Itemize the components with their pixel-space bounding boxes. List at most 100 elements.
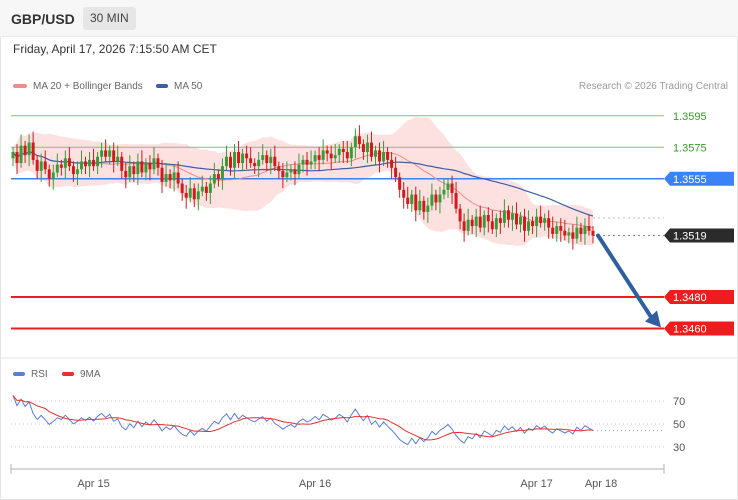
candle [567,227,571,244]
candle-body [478,216,482,228]
candle-body [253,163,257,167]
candle-body [128,166,132,178]
candle-body [180,183,184,193]
candle-body [140,161,144,173]
candle-body [233,152,237,168]
candle [523,208,527,242]
candle [535,208,539,238]
candle [257,152,261,178]
candle [261,144,265,165]
candle-body [494,218,498,230]
candle [265,150,269,171]
candle [357,125,361,149]
candle-body [365,142,369,152]
candle [458,204,462,230]
candle [494,213,498,238]
candle [237,140,241,168]
candle-body [112,150,116,162]
candle [180,178,184,201]
candle-body [410,194,414,204]
candle [289,164,293,181]
level-label-1-3555: 1.3555 [673,174,707,186]
candle [55,153,59,178]
candle-body [446,183,450,190]
candle [547,210,551,239]
candle-body [466,219,470,231]
level-label-1-3460: 1.3460 [673,323,707,335]
candle [112,142,116,173]
candle-body [422,200,426,212]
candle-body [229,156,232,168]
candle [100,142,104,168]
candle-body [357,136,361,145]
candle-body [224,156,228,167]
candle-body [543,218,547,223]
candle-body [237,152,241,164]
candle-body [434,194,438,203]
candle-body [539,216,543,223]
candle [128,155,132,182]
candle-body [176,172,180,184]
candle-body [305,159,309,165]
candle-body [84,161,87,167]
candle-body [474,216,478,227]
candle-body [104,150,108,157]
legend-rsi: RSI [13,369,48,380]
candle-body [19,145,23,164]
top-bar: GBP/USD 30 MIN [0,0,738,37]
candle [506,205,510,228]
forecast-arrow-shaft [596,233,654,321]
candle [559,218,563,242]
level-label-1-3480: 1.3480 [673,292,707,304]
candle [245,145,249,170]
candle-body [43,161,47,170]
forecast-arrow [596,233,661,328]
candle-body [490,221,494,230]
candle [229,152,232,176]
candle [164,163,168,187]
candle [374,145,377,165]
candle [176,161,180,189]
candle [317,147,321,171]
candle-body [329,153,333,159]
candle-body [382,152,386,162]
candle-body [535,216,539,227]
candle-body [514,213,518,225]
candle-body [369,142,373,157]
candle-body [527,221,531,231]
candle [120,152,124,179]
candle-body [523,216,527,231]
time-axis: Apr 15 Apr 16 Apr 17 Apr 18 [10,464,665,490]
candle [156,153,160,176]
candle [386,147,390,168]
timeframe-button[interactable]: 30 MIN [83,7,136,30]
candle-body [559,226,563,231]
candle-body [470,219,474,227]
candle [92,148,96,171]
candle [454,181,458,214]
candle-body [208,183,212,193]
candle-body [200,186,204,192]
candle-body [583,226,587,234]
candle-body [144,163,148,173]
candle-body [75,169,79,175]
candle [39,153,43,182]
candle [410,189,414,212]
level-tag-1-3555 [664,171,734,186]
candle [422,196,426,220]
candle-body [587,226,591,231]
ma20-swatch [13,84,27,89]
candle [587,215,591,236]
bollinger-band-area [13,116,593,246]
level-tag-1-3480 [664,289,734,304]
candle [378,142,382,173]
candle [470,215,474,234]
legend-ma20: MA 20 + Bollinger Bands [13,81,143,92]
candle [200,175,204,197]
candle-body [579,227,583,234]
candle [79,150,83,175]
candle-body [426,205,430,212]
candle [293,161,297,186]
candle-body [498,218,502,223]
